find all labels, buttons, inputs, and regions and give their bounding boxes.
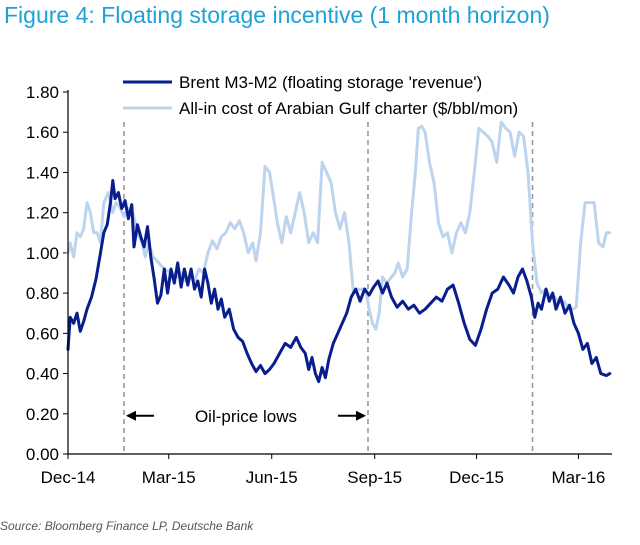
y-tick-label: 0.60	[26, 324, 59, 343]
annotation: Oil-price lows	[125, 407, 366, 426]
y-tick-label: 1.40	[26, 163, 59, 182]
figure-title: Figure 4: Floating storage incentive (1 …	[4, 2, 550, 28]
annotation-arrowhead-right	[355, 410, 366, 421]
legend-background	[118, 94, 604, 118]
legend-label: All-in cost of Arabian Gulf charter ($/b…	[179, 99, 518, 118]
x-axis-ticks: Dec-14 Mar-15 Jun-15 Sep-15 Dec-15 Mar-16	[41, 454, 605, 487]
source-note: Source: Bloomberg Finance LP, Deutsche B…	[0, 519, 254, 533]
period-markers	[123, 95, 534, 454]
x-tick-label: Mar-15	[142, 468, 196, 487]
annotation-label: Oil-price lows	[195, 407, 297, 426]
legend-label: Brent M3-M2 (floating storage 'revenue')	[179, 73, 482, 92]
x-tick-label: Dec-15	[449, 468, 504, 487]
x-tick-label: Mar-16	[551, 468, 605, 487]
series-line-charter-cost	[66, 120, 612, 331]
y-tick-label: 1.80	[26, 83, 59, 102]
x-tick-label: Sep-15	[347, 468, 402, 487]
legend-background	[118, 68, 604, 92]
y-axis-ticks: 0.00 0.20 0.40 0.60 0.80 1.00 1.20 1.40 1.60 1.80	[26, 83, 68, 464]
series-lines	[66, 120, 612, 384]
series-line-brent	[66, 179, 612, 384]
y-tick-label: 1.60	[26, 123, 59, 142]
legend: Brent M3-M2 (floating storage 'revenue')…	[118, 68, 604, 118]
y-tick-label: 1.00	[26, 244, 59, 263]
axes	[67, 90, 612, 455]
y-tick-label: 0.80	[26, 284, 59, 303]
x-tick-label: Dec-14	[41, 468, 96, 487]
y-tick-label: 0.20	[26, 405, 59, 424]
y-tick-label: 0.40	[26, 365, 59, 384]
y-tick-label: 0.00	[26, 445, 59, 464]
x-tick-label: Jun-15	[246, 468, 298, 487]
y-tick-label: 1.20	[26, 204, 59, 223]
annotation-arrowhead-left	[125, 410, 136, 421]
